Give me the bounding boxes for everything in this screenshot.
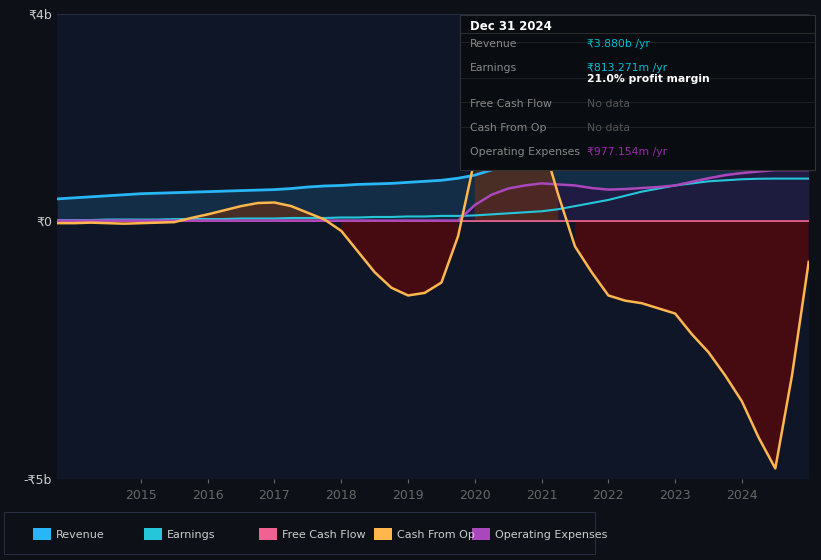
Text: No data: No data [587,123,631,133]
Text: Cash From Op: Cash From Op [397,530,475,540]
Text: Operating Expenses: Operating Expenses [495,530,608,540]
Text: Revenue: Revenue [470,39,517,49]
Text: No data: No data [587,99,631,109]
Text: Revenue: Revenue [56,530,104,540]
Text: Cash From Op: Cash From Op [470,123,546,133]
Text: ₹813.271m /yr: ₹813.271m /yr [587,63,667,73]
Text: Dec 31 2024: Dec 31 2024 [470,20,552,32]
Text: Free Cash Flow: Free Cash Flow [282,530,365,540]
Text: 21.0% profit margin: 21.0% profit margin [587,74,710,84]
Text: Earnings: Earnings [470,63,517,73]
Text: ₹977.154m /yr: ₹977.154m /yr [587,147,667,157]
Text: ₹3.880b /yr: ₹3.880b /yr [587,39,650,49]
Text: Free Cash Flow: Free Cash Flow [470,99,552,109]
Text: Operating Expenses: Operating Expenses [470,147,580,157]
Text: Earnings: Earnings [167,530,215,540]
